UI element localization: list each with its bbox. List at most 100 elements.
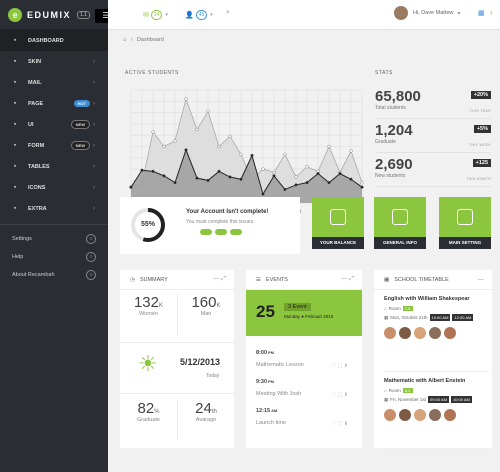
sidebar-item-label: SKIN (28, 58, 42, 65)
data-point (217, 169, 221, 173)
sidebar-item-ui[interactable]: ▪ UI NEW › (0, 114, 108, 135)
sidebar: e EDUMIX 1.1 ▪ DASHBOARD ▪ SKIN › ▪ MAIL › ▪ PAGE… (0, 0, 108, 472)
panel-controls[interactable]: — (478, 276, 484, 283)
timetable-header: ▦ SCHOOL TIMETABLE — (374, 270, 492, 290)
data-point (239, 177, 243, 181)
calendar-icon: ▦ (384, 396, 389, 402)
sidebar-item-dashboard[interactable]: ▪ DASHBOARD (0, 30, 108, 51)
chevron-down-icon: ▾ (457, 10, 461, 17)
class-time-row: ▦ Fri, November 1st 09:00 AM 10:00 AM (384, 396, 489, 403)
data-point (261, 192, 265, 196)
stat-period: THIS MONTH (466, 177, 491, 181)
avatar[interactable] (414, 327, 426, 339)
avatar[interactable] (429, 327, 441, 339)
action-button-1[interactable] (200, 229, 212, 235)
sidebar-item-page[interactable]: ▪ PAGE HOT › (0, 93, 108, 114)
sidebar-item-tables[interactable]: ▪ TABLES › (0, 156, 108, 177)
avatar[interactable] (399, 327, 411, 339)
avatar[interactable] (384, 409, 396, 421)
sidebar-item-mail[interactable]: ▪ MAIL › (0, 72, 108, 93)
logo-bar: e EDUMIX 1.1 (0, 0, 108, 30)
average-value: 24 (195, 400, 212, 417)
brand-name: EDUMIX (27, 9, 72, 20)
event-item[interactable]: 9:30PM Meeting With Josh ♡ ⬚ ⬇ (256, 379, 356, 408)
data-point (173, 139, 177, 143)
data-point (305, 181, 309, 185)
events-list: 8:00PM Mathematic Lesson ♡ ⬚ ⬇ 9:30PM Meetin… (256, 350, 356, 437)
timetable-class[interactable]: English with William Shakespear ⌂ Room 7-8 ▦… (384, 296, 489, 372)
event-time-suffix: PM (268, 379, 275, 384)
avatar[interactable] (399, 409, 411, 421)
utility-item-about-recambah[interactable]: About Recambah ○ (0, 266, 108, 284)
data-point (349, 177, 353, 181)
logo-icon: e (8, 7, 22, 22)
summary-panel: ◷ SUMMARY — ⤢ 132K Women 160K Man ☀ 5/12… (120, 270, 234, 448)
account-actions (200, 229, 245, 237)
chart-title: ACTIVE STUDENTS (125, 70, 179, 76)
sidebar-item-form[interactable]: ▪ FORM NEW › (0, 135, 108, 156)
event-title: Mathematic Lesson (256, 362, 304, 368)
users-pill[interactable]: 👤 45 ▾ (182, 8, 216, 22)
data-point (184, 97, 188, 101)
attendees (384, 409, 489, 423)
search-input[interactable]: ⌕ (226, 9, 406, 21)
arrow-right-icon[interactable]: › (490, 8, 493, 17)
avatar[interactable] (429, 409, 441, 421)
event-time-suffix: AM (271, 408, 278, 413)
average-stat: 24th Avarage (177, 400, 234, 440)
action-button-2[interactable] (215, 229, 227, 235)
data-point (349, 149, 353, 153)
data-point (338, 172, 342, 176)
class-end: 10:00 AM (450, 396, 472, 403)
event-actions-icon[interactable]: ♡ ⬚ ⬇ (331, 421, 348, 427)
series-line (130, 148, 363, 196)
sidebar-item-label: FORM (28, 142, 45, 149)
panel-controls[interactable]: — ⤢ (213, 276, 226, 282)
data-point (195, 127, 199, 132)
utility-item-settings[interactable]: Settings ○ (0, 230, 108, 248)
timetable-list: English with William Shakespear ⌂ Room 7-8 ▦… (384, 296, 489, 460)
stat-change: +20% (470, 91, 491, 99)
home-icon[interactable]: ⌂ (123, 37, 127, 43)
tile-your-balance[interactable]: YOUR BALANCE (312, 197, 364, 249)
messages-count: 14 (150, 10, 163, 20)
avatar[interactable] (384, 327, 396, 339)
event-time: 8:00PM (256, 350, 356, 356)
utility-item-help[interactable]: Help ○ (0, 248, 108, 266)
avatar[interactable] (444, 327, 456, 339)
tile-general-info[interactable]: GENERAL INFO (374, 197, 426, 249)
avatar[interactable] (444, 409, 456, 421)
today-label: Today (206, 373, 220, 379)
top-bar: ✉ 14 ▾ 👤 45 ▾ ⌕ Hi, Dave Mattew ▾ ▦ › (108, 0, 500, 30)
event-item[interactable]: 12:15AM Launch time ♡ ⬚ ⬇ (256, 408, 356, 437)
sidebar-item-skin[interactable]: ▪ SKIN › (0, 51, 108, 72)
apps-icon[interactable]: ▦ (478, 10, 485, 17)
tile-label: MAIN SETTING (439, 237, 491, 249)
panel-controls[interactable]: — ⤢ (341, 276, 354, 282)
tile-main-setting[interactable]: MAIN SETTING (439, 197, 491, 249)
timetable-class[interactable]: Mathematic with Albert Enstein ⌂ Room 5-2 ▦ F… (384, 378, 489, 454)
women-label: Women (139, 311, 158, 317)
event-actions-icon[interactable]: ♡ ⬚ ⬇ (331, 363, 348, 369)
users-icon: 👤 (185, 12, 194, 19)
sidebar-item-extra[interactable]: ▪ EXTRA › (0, 198, 108, 219)
tile-label: GENERAL INFO (374, 237, 426, 249)
sidebar-item-icons[interactable]: ▪ ICONS › (0, 177, 108, 198)
action-button-3[interactable] (230, 229, 242, 235)
event-actions-icon[interactable]: ♡ ⬚ ⬇ (331, 392, 348, 398)
stat-value: 2,690 (375, 156, 413, 173)
chevron-right-icon: › (93, 184, 95, 191)
messages-pill[interactable]: ✉ 14 ▾ (140, 8, 171, 22)
event-item[interactable]: 8:00PM Mathematic Lesson ♡ ⬚ ⬇ (256, 350, 356, 379)
stat-label: Total students (375, 105, 406, 111)
code-icon: ▪ (13, 121, 17, 128)
stat-value: 1,204 (375, 122, 413, 139)
timetable-panel: ▦ SCHOOL TIMETABLE — English with Willia… (374, 270, 492, 454)
eye-icon: ▪ (13, 58, 17, 65)
data-point (272, 174, 276, 178)
avatar[interactable] (414, 409, 426, 421)
stat-row: 65,800 +20% Total students THIS YEAR (375, 88, 491, 119)
data-point (228, 134, 232, 138)
sidebar-utility: Settings ○ Help ○ About Recambah ○ (0, 230, 108, 284)
user-menu[interactable]: Hi, Dave Mattew ▾ (394, 6, 460, 20)
